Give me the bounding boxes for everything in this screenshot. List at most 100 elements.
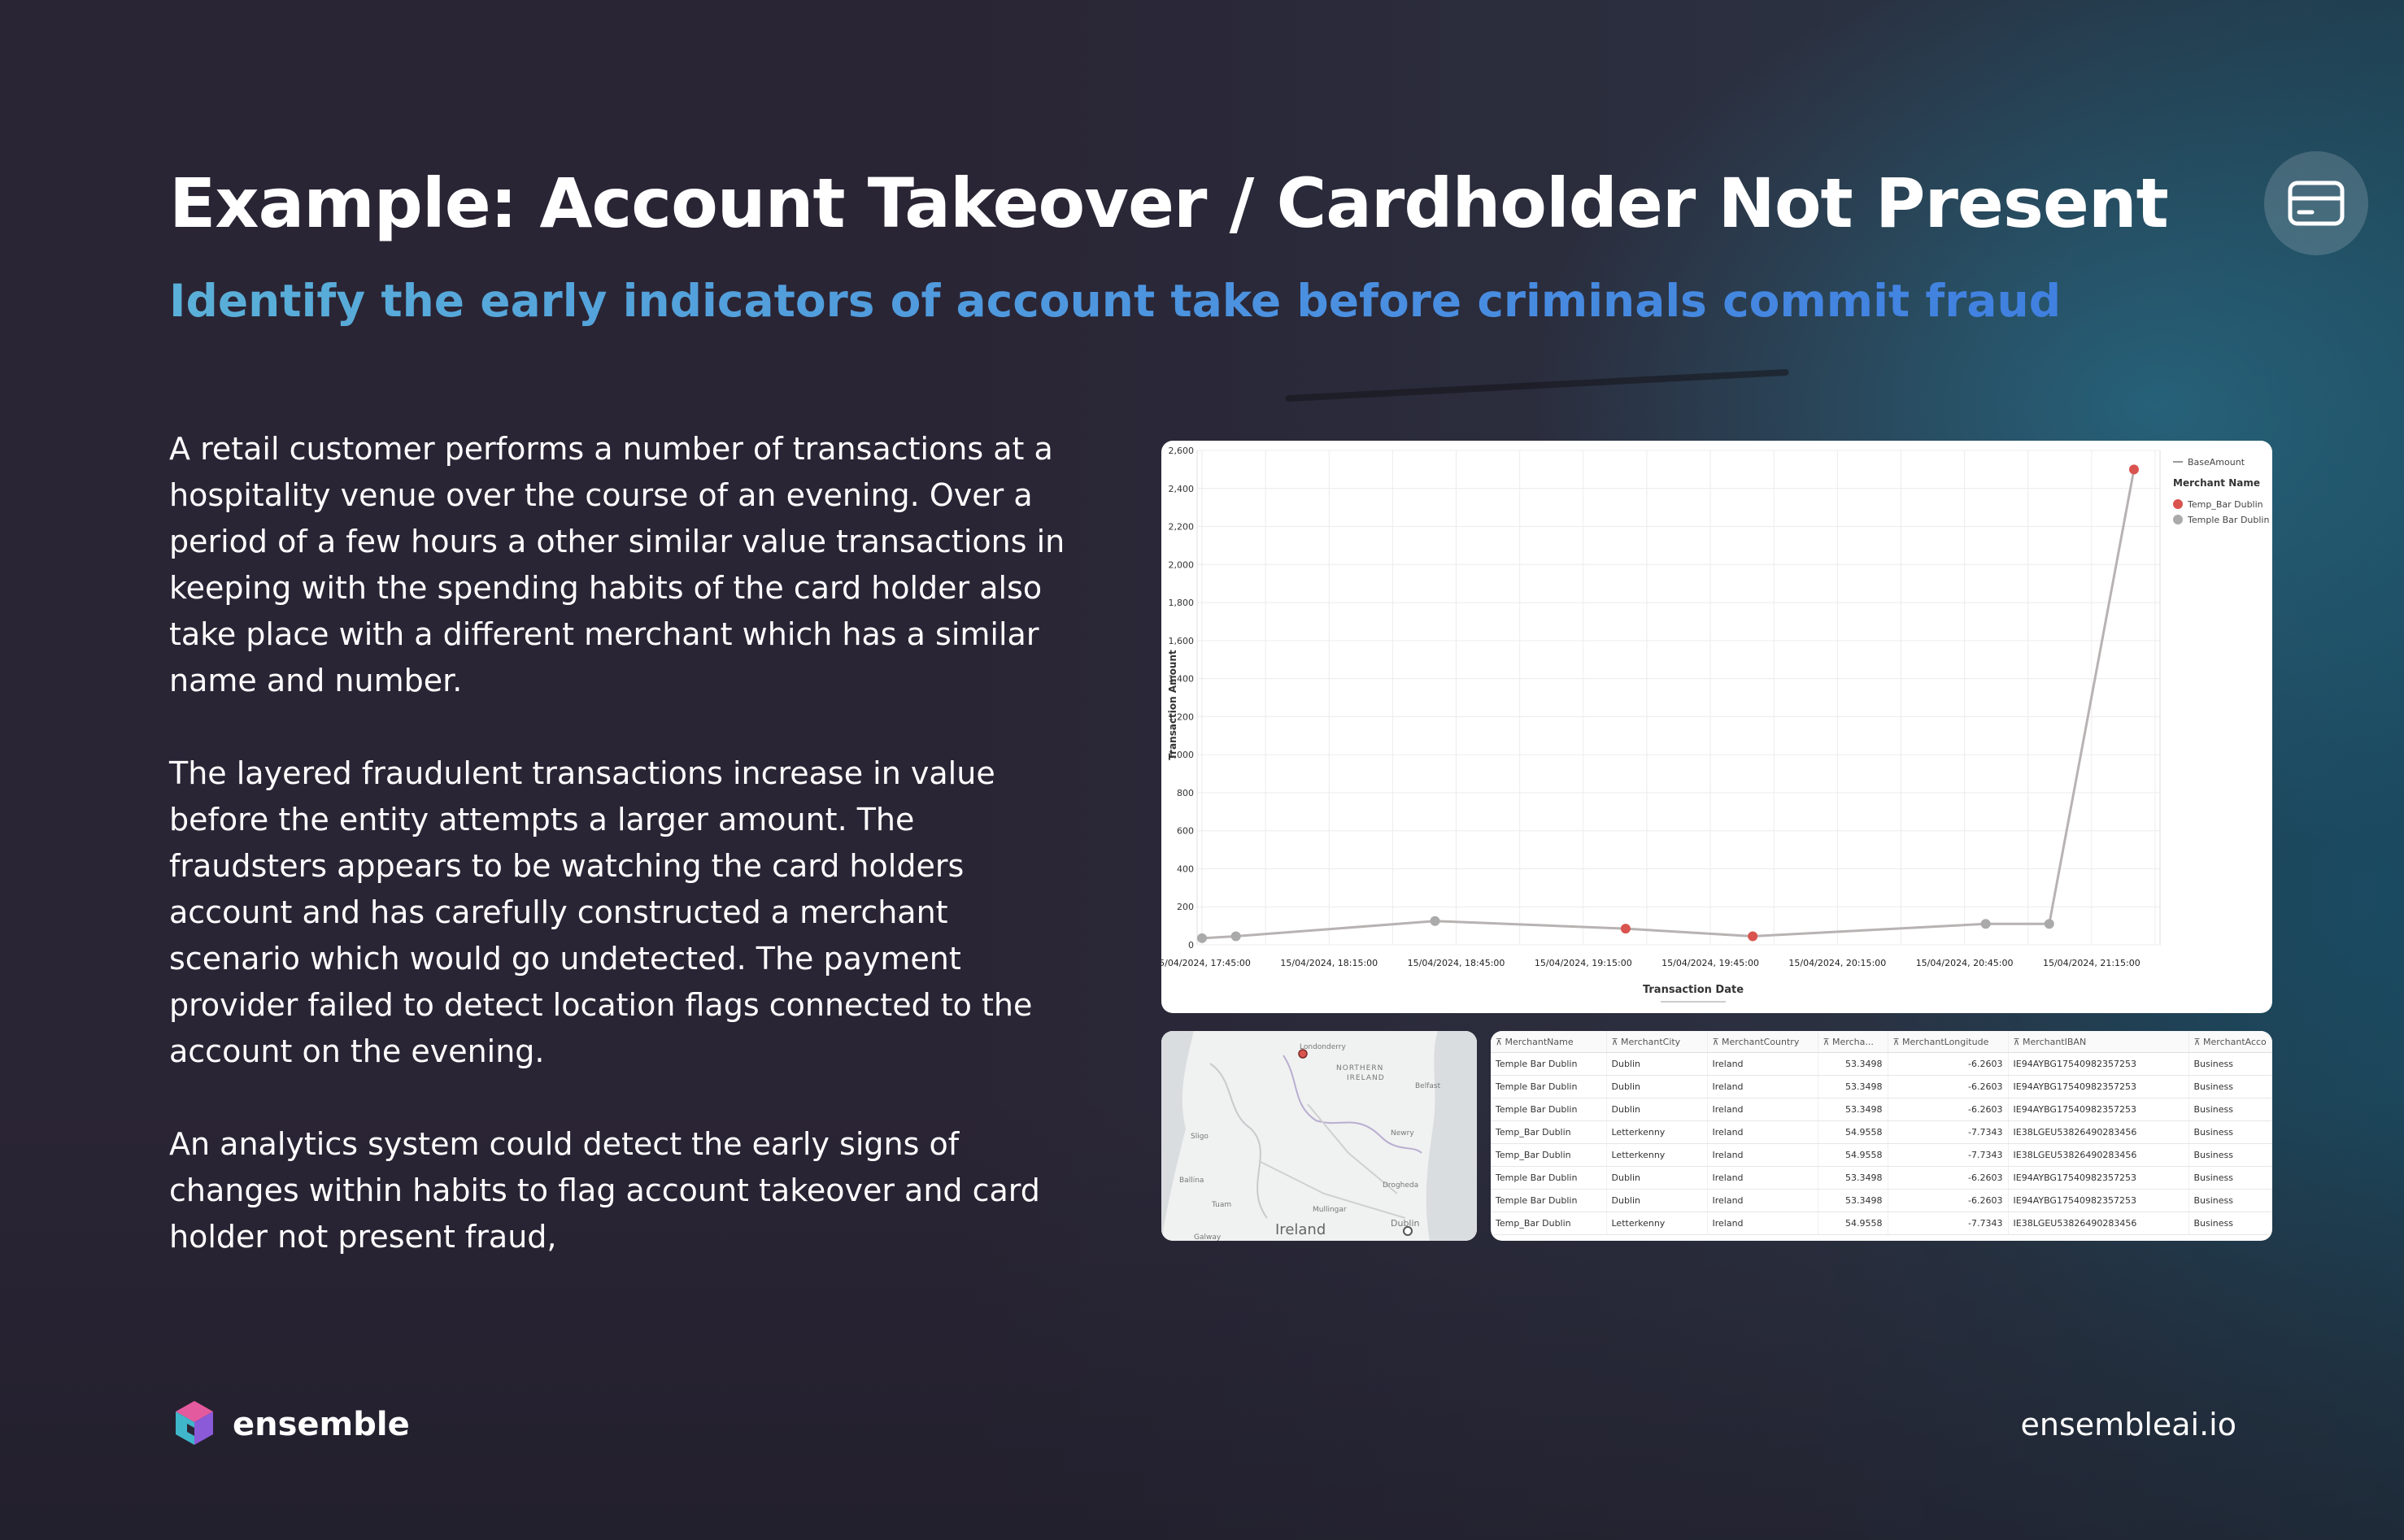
map-label-londonderry: Londonderry [1300, 1043, 1346, 1051]
table-cell: -7.7343 [1888, 1143, 2009, 1167]
website-url[interactable]: ensembleai.io [2020, 1407, 2236, 1442]
table-cell: Ireland [1707, 1052, 1818, 1076]
table-header-cell[interactable]: ⊼ Mercha... [1818, 1031, 1888, 1053]
table-header-cell[interactable]: ⊼ MerchantName [1491, 1031, 1607, 1053]
table-cell: Business [2188, 1098, 2272, 1121]
y-tick-label: 600 [1177, 826, 1194, 837]
table-header-cell[interactable]: ⊼ MerchantCountry [1707, 1031, 1818, 1053]
data-point[interactable] [1197, 933, 1207, 943]
map-label-northern: NORTHERN [1336, 1064, 1383, 1072]
x-tick-label: 15/04/2024, 18:45:00 [1408, 958, 1505, 968]
map-label-dublin: Dublin [1391, 1218, 1420, 1229]
map-coastline [1209, 1063, 1268, 1219]
description: A retail customer performs a number of t… [169, 426, 1072, 1307]
y-tick-label: 1,800 [1169, 598, 1195, 608]
table-cell: -6.2603 [1888, 1166, 2009, 1190]
table-cell: -7.7343 [1888, 1212, 2009, 1235]
table-cell: Letterkenny [1606, 1143, 1708, 1167]
table-cell: Temple Bar Dublin [1491, 1052, 1607, 1076]
table-cell: Ireland [1707, 1098, 1818, 1121]
table-cell: Business [2188, 1189, 2272, 1212]
table-cell: Dublin [1606, 1075, 1708, 1098]
merchant-location-map[interactable]: Londonderry NORTHERN IRELAND Belfast New… [1161, 1031, 1477, 1241]
map-label-galway: Galway [1194, 1233, 1222, 1241]
table-cell: Dublin [1606, 1052, 1708, 1076]
x-tick-label: 15/04/2024, 20:15:00 [1788, 958, 1886, 968]
x-tick-label: 15/04/2024, 20:45:00 [1916, 958, 2014, 968]
table-cell: Ireland [1707, 1143, 1818, 1167]
description-paragraph-1: A retail customer performs a number of t… [169, 431, 1065, 698]
legend-swatch-temp-bar [2173, 499, 2183, 509]
table-header-cell[interactable]: ⊼ MerchantCity [1606, 1031, 1708, 1053]
page-title: Example: Account Takeover / Cardholder N… [169, 163, 2169, 243]
table-row[interactable]: Temple Bar Dublin Dublin Ireland 53.3498 -6.… [1491, 1075, 2272, 1098]
table-header-cell[interactable]: ⊼ MerchantLongitude [1888, 1031, 2009, 1053]
table-cell: Temp_Bar Dublin [1491, 1212, 1607, 1235]
table-header-row: ⊼ MerchantName ⊼ MerchantCity ⊼ MerchantCo… [1491, 1031, 2272, 1053]
y-tick-label: 2,400 [1169, 484, 1195, 494]
data-point[interactable] [1620, 924, 1631, 934]
data-point[interactable] [1230, 931, 1241, 942]
table-cell: 54.9558 [1818, 1212, 1888, 1235]
x-tick-label: 15/04/2024, 19:15:00 [1535, 958, 1632, 968]
map-label-drogheda: Drogheda [1383, 1181, 1418, 1190]
ensemble-logo-icon [176, 1401, 213, 1445]
legend-item-temp-bar: Temp_Bar Dublin [2187, 499, 2263, 510]
y-tick-label: 400 [1177, 864, 1194, 874]
map-marker-dublin[interactable] [1403, 1226, 1413, 1236]
table-row[interactable]: Temple Bar Dublin Dublin Ireland 53.3498 -6.… [1491, 1098, 2272, 1121]
y-tick-label: 1,600 [1169, 636, 1195, 646]
map-sea-west [1161, 1031, 1194, 1241]
table-cell: Business [2188, 1120, 2272, 1144]
legend-group-title: Merchant Name [2173, 477, 2260, 489]
y-tick-label: 2,600 [1169, 446, 1195, 456]
table-cell: Business [2188, 1143, 2272, 1167]
x-tick-label: 15/04/2024, 19:45:00 [1661, 958, 1759, 968]
table-header-cell[interactable]: ⊼ MerchantAcco [2188, 1031, 2272, 1053]
y-axis-label: Transaction Amount [1167, 650, 1178, 760]
legend-item-temple-bar: Temple Bar Dublin [2187, 515, 2269, 525]
table-cell: -7.7343 [1888, 1120, 2009, 1144]
table-header-cell[interactable]: ⊼ MerchantIBAN [2008, 1031, 2189, 1053]
table-cell: Business [2188, 1075, 2272, 1098]
table-body: Temple Bar Dublin Dublin Ireland 53.3498 -6.… [1491, 1052, 2272, 1235]
table-row[interactable]: Temp_Bar Dublin Letterkenny Ireland 54.9558… [1491, 1143, 2272, 1167]
table-row[interactable]: Temp_Bar Dublin Letterkenny Ireland 54.9558… [1491, 1120, 2272, 1144]
data-point[interactable] [1748, 931, 1758, 942]
ensemble-logo: ensemble [168, 1399, 410, 1451]
series-line [1201, 469, 2136, 940]
data-point[interactable] [1430, 916, 1440, 926]
table-row[interactable]: Temple Bar Dublin Dublin Ireland 53.3498 -6.… [1491, 1166, 2272, 1190]
data-point[interactable] [2044, 919, 2054, 929]
table-cell: 53.3498 [1818, 1166, 1888, 1190]
table-cell: Temple Bar Dublin [1491, 1098, 1607, 1121]
map-label-mullingar: Mullingar [1313, 1206, 1347, 1214]
chart-legend: BaseAmount Merchant Name Temp_Bar Dublin… [2173, 457, 2269, 525]
legend-line-label: BaseAmount [2188, 457, 2245, 468]
series-points [1197, 464, 2139, 943]
table-cell: Ireland [1707, 1075, 1818, 1098]
table-row[interactable]: Temp_Bar Dublin Letterkenny Ireland 54.9558… [1491, 1212, 2272, 1235]
data-point[interactable] [2128, 464, 2139, 475]
table-cell: Business [2188, 1166, 2272, 1190]
x-axis-ticks: 15/04/2024, 17:45:00 15/04/2024, 18:15:00… [1161, 958, 2141, 968]
map-marker-letterkenny[interactable] [1298, 1049, 1308, 1059]
data-point[interactable] [1980, 919, 1991, 929]
transaction-line-chart: 0 200 400 600 800 1,000 1,200 1,400 1,600 1,800 2,… [1161, 446, 2269, 1003]
map-roads [1258, 1103, 1406, 1219]
table-cell: Temp_Bar Dublin [1491, 1120, 1607, 1144]
base-amount-line [1201, 469, 2136, 940]
y-tick-label: 1,400 [1169, 674, 1195, 685]
table-cell: IE94AYBG17540982357253 [2008, 1166, 2189, 1190]
plot-border [1196, 450, 2161, 946]
y-tick-label: 2,200 [1169, 522, 1195, 533]
y-tick-label: 1,000 [1169, 750, 1195, 760]
table-cell: Dublin [1606, 1166, 1708, 1190]
table-cell: Ireland [1707, 1189, 1818, 1212]
table-cell: IE94AYBG17540982357253 [2008, 1052, 2189, 1076]
table-cell: -6.2603 [1888, 1075, 2009, 1098]
y-tick-label: 200 [1177, 902, 1194, 912]
y-tick-label: 800 [1177, 788, 1194, 798]
table-row[interactable]: Temple Bar Dublin Dublin Ireland 53.3498 -6.… [1491, 1052, 2272, 1076]
table-row[interactable]: Temple Bar Dublin Dublin Ireland 53.3498 -6.… [1491, 1189, 2272, 1212]
